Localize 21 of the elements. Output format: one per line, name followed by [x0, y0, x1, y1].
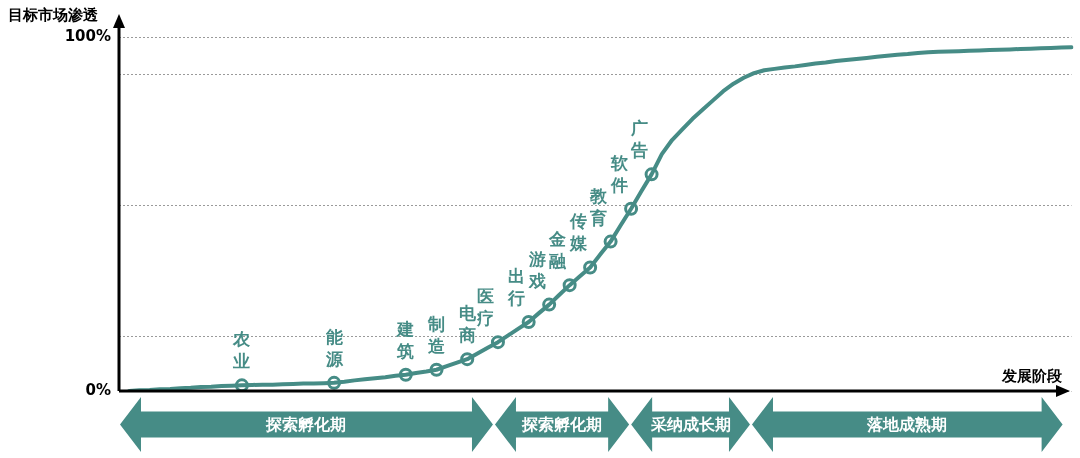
data-label: 游戏 [527, 248, 546, 291]
data-label: 电商 [457, 303, 477, 346]
x-axis-title: 发展阶段 [1001, 367, 1063, 386]
double-arrow: 探索孵化期 [120, 397, 493, 452]
data-label: 能源 [324, 326, 344, 369]
data-label: 传媒 [568, 211, 588, 254]
data-label: 金融 [548, 229, 568, 272]
y-axis-title: 目标市场渗透 [8, 5, 99, 24]
double-arrow: 落地成熟期 [752, 397, 1063, 452]
data-label: 出行 [507, 265, 526, 308]
data-label: 制造 [427, 313, 445, 356]
y-tick-label: 100% [64, 26, 111, 45]
data-label: 农业 [232, 329, 252, 372]
data-label: 教育 [589, 185, 609, 228]
data-label: 建筑 [395, 318, 415, 361]
data-label: 医疗 [476, 286, 495, 329]
data-label: 软件 [609, 152, 629, 195]
double-arrow: 采纳成长期 [631, 397, 750, 452]
data-label: 广告 [630, 118, 649, 161]
y-tick-label: 0% [85, 380, 111, 399]
double-arrow: 探索孵化期 [494, 397, 630, 452]
